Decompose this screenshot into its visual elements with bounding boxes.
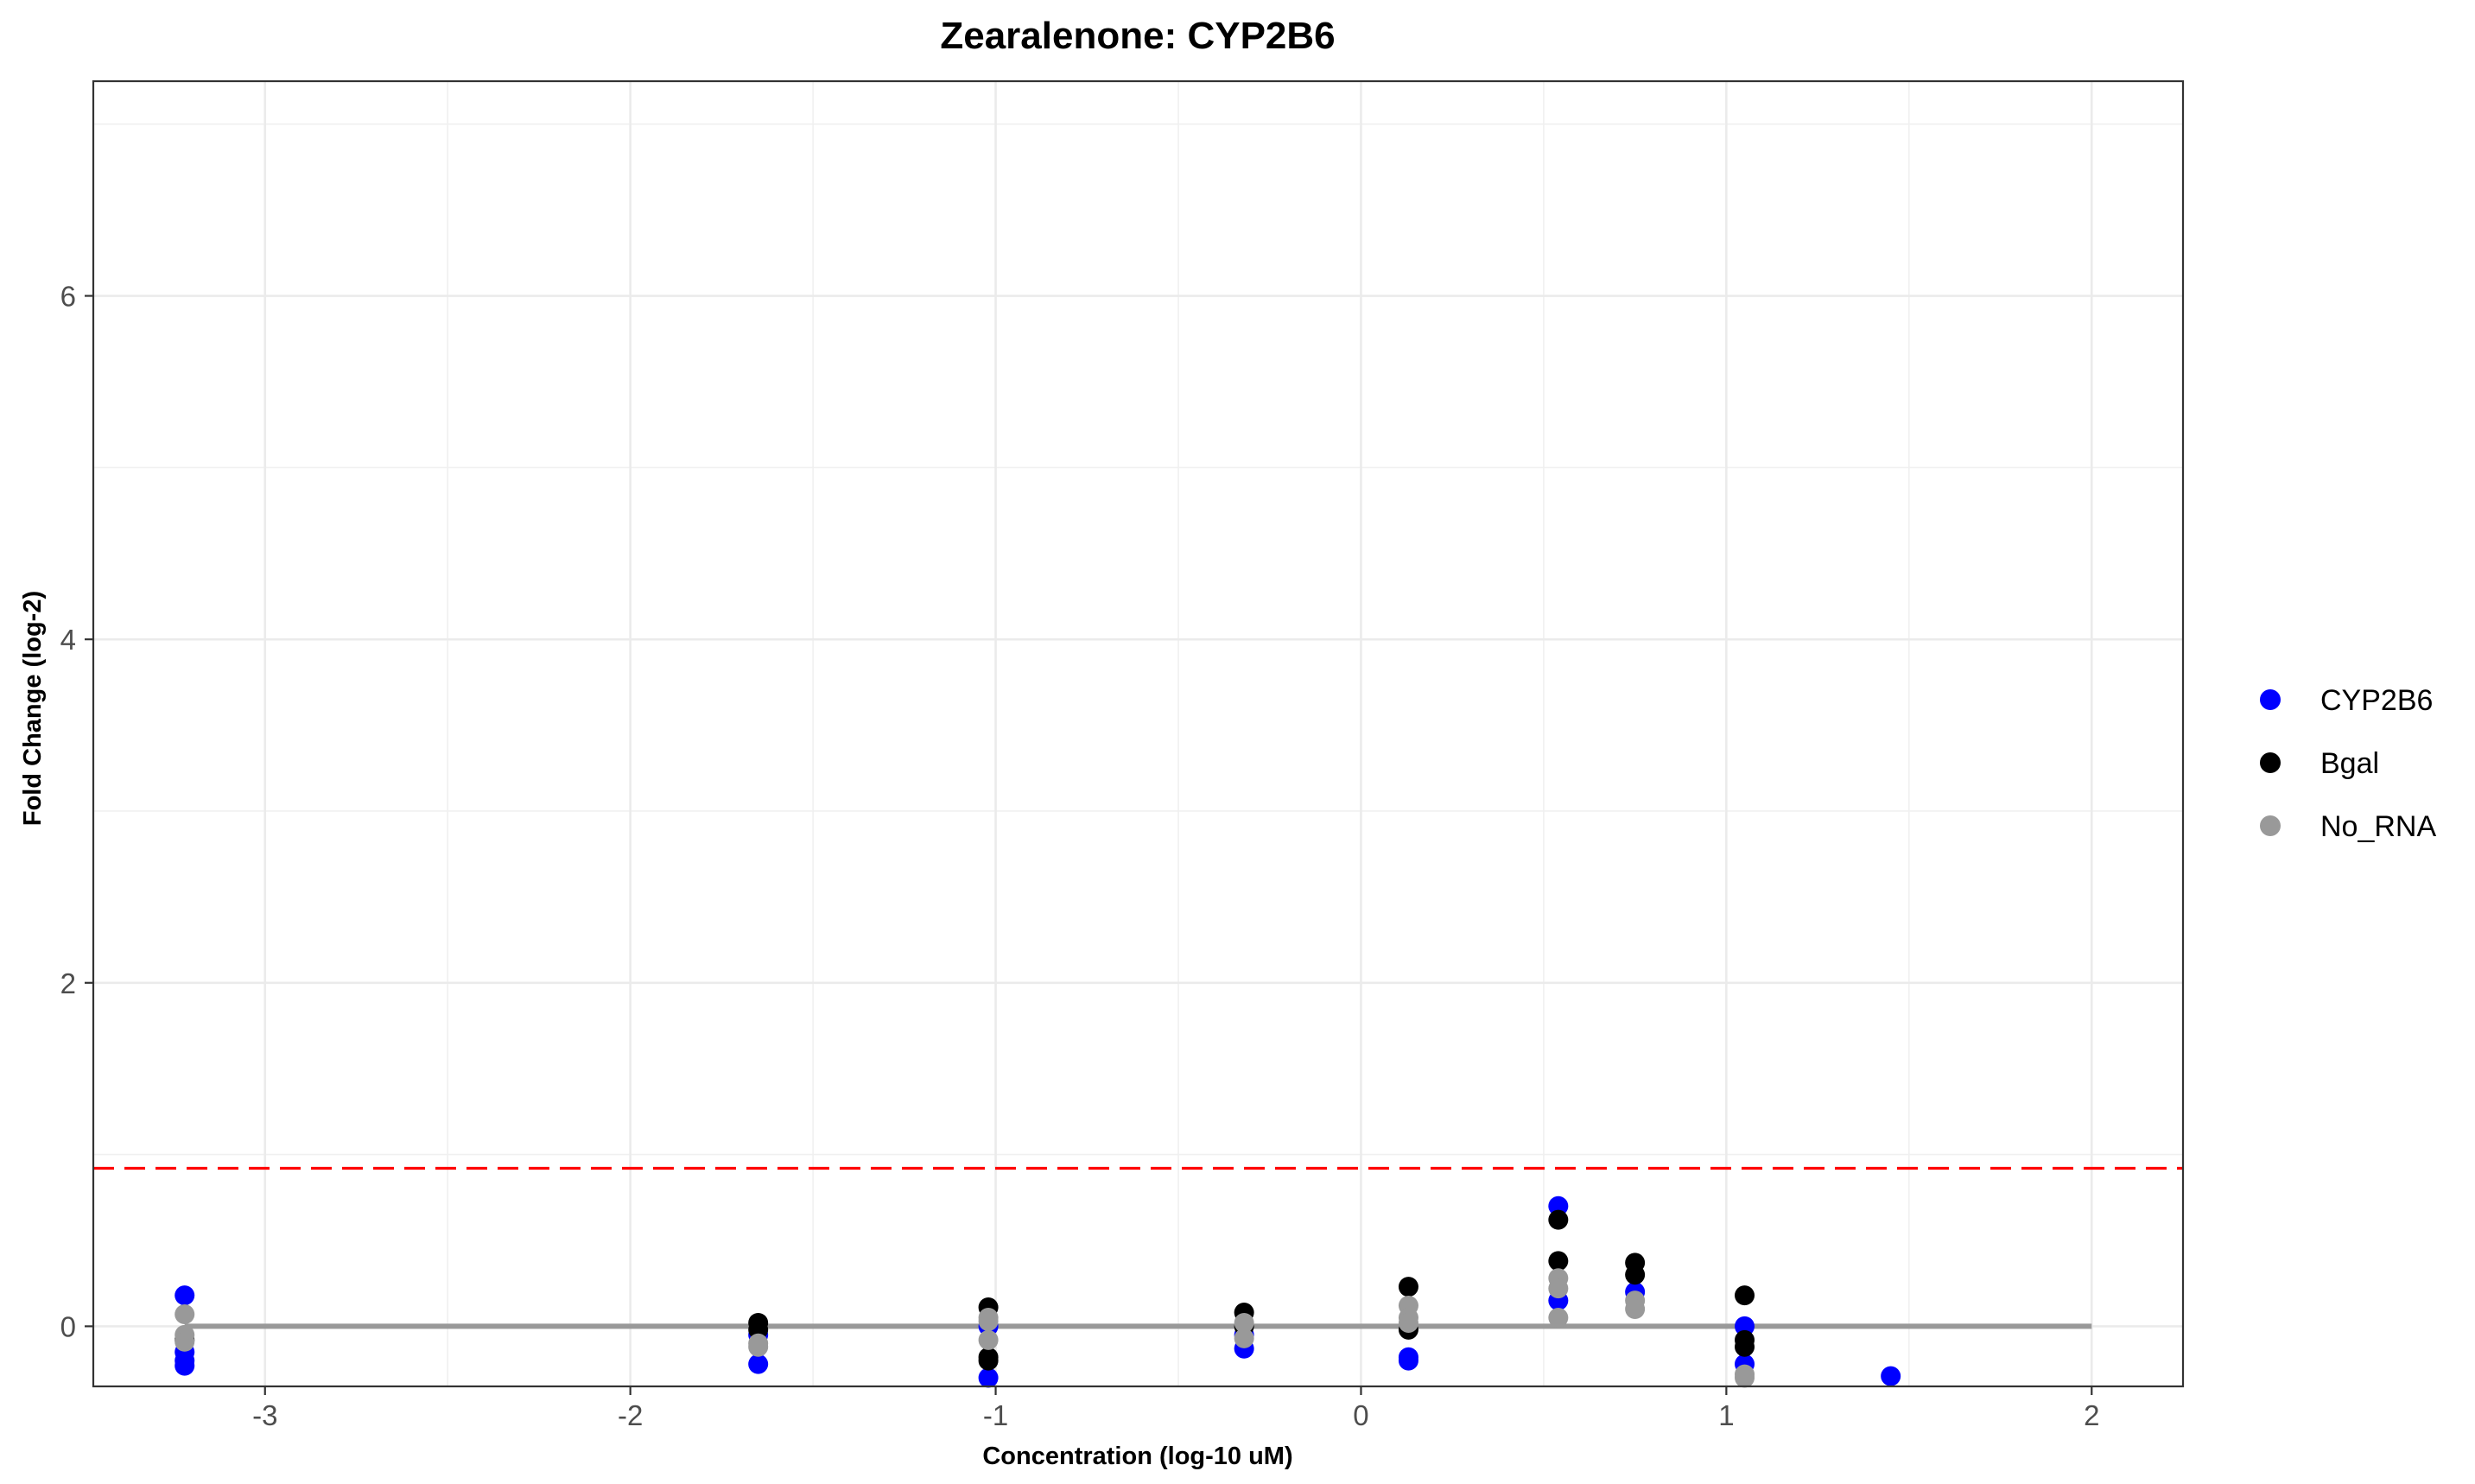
point-cyp2b6 xyxy=(175,1355,195,1376)
y-tick-label: 0 xyxy=(60,1310,76,1342)
y-tick-label: 4 xyxy=(60,624,76,656)
point-no-rna xyxy=(1234,1312,1254,1333)
point-cyp2b6 xyxy=(748,1354,769,1374)
point-bgal xyxy=(1735,1285,1755,1306)
point-bgal xyxy=(1548,1209,1569,1230)
point-no-rna xyxy=(748,1336,769,1357)
point-bgal xyxy=(1548,1251,1569,1272)
point-no-rna xyxy=(978,1310,999,1331)
point-no-rna xyxy=(978,1329,999,1350)
data-points xyxy=(175,1195,1901,1388)
point-no-rna xyxy=(1398,1312,1418,1333)
point-no-rna xyxy=(1234,1328,1254,1348)
chart-title: Zearalenone: CYP2B6 xyxy=(940,15,1335,57)
x-tick-label: 2 xyxy=(2084,1399,2099,1431)
x-axis-ticks: -3 -2 -1 0 1 2 xyxy=(252,1386,2099,1431)
y-axis-ticks: 0 2 4 6 xyxy=(60,281,93,1342)
x-tick-label: -3 xyxy=(252,1399,277,1431)
legend-key-no-rna xyxy=(2260,815,2281,836)
y-tick-label: 6 xyxy=(60,281,76,313)
reference-lines xyxy=(93,1166,2183,1329)
point-cyp2b6 xyxy=(1398,1350,1418,1371)
point-no-rna xyxy=(175,1331,195,1352)
legend-label-cyp2b6: CYP2B6 xyxy=(2320,684,2433,717)
legend-key-bgal xyxy=(2260,752,2281,773)
y-axis-label: Fold Change (log-2) xyxy=(19,591,47,826)
y-tick-label: 2 xyxy=(60,967,76,999)
legend: CYP2B6 Bgal No_RNA xyxy=(2260,684,2436,843)
point-no-rna xyxy=(1548,1278,1569,1299)
point-bgal xyxy=(1625,1265,1646,1285)
point-no-rna xyxy=(175,1303,195,1324)
point-bgal xyxy=(748,1319,769,1340)
point-cyp2b6 xyxy=(978,1367,999,1388)
point-bgal xyxy=(1398,1277,1418,1297)
point-no-rna xyxy=(1625,1299,1646,1320)
point-bgal xyxy=(978,1350,999,1371)
x-tick-label: 0 xyxy=(1353,1399,1368,1431)
point-cyp2b6 xyxy=(1735,1316,1755,1336)
legend-label-bgal: Bgal xyxy=(2320,747,2379,780)
x-tick-label: -2 xyxy=(618,1399,643,1431)
point-cyp2b6 xyxy=(175,1285,195,1306)
legend-key-cyp2b6 xyxy=(2260,689,2281,710)
plot-panel-border xyxy=(92,79,2185,1388)
legend-label-no-rna: No_RNA xyxy=(2320,810,2436,843)
minor-gridlines xyxy=(93,81,2183,1386)
point-no-rna xyxy=(1735,1367,1755,1388)
x-tick-label: 1 xyxy=(1718,1399,1734,1431)
point-cyp2b6 xyxy=(1548,1195,1569,1216)
major-gridlines xyxy=(93,81,2183,1386)
x-axis-label: Concentration (log-10 uM) xyxy=(982,1443,1292,1470)
point-cyp2b6 xyxy=(1881,1366,1901,1386)
point-no-rna xyxy=(1548,1307,1569,1328)
point-bgal xyxy=(1735,1336,1755,1357)
x-tick-label: -1 xyxy=(983,1399,1008,1431)
